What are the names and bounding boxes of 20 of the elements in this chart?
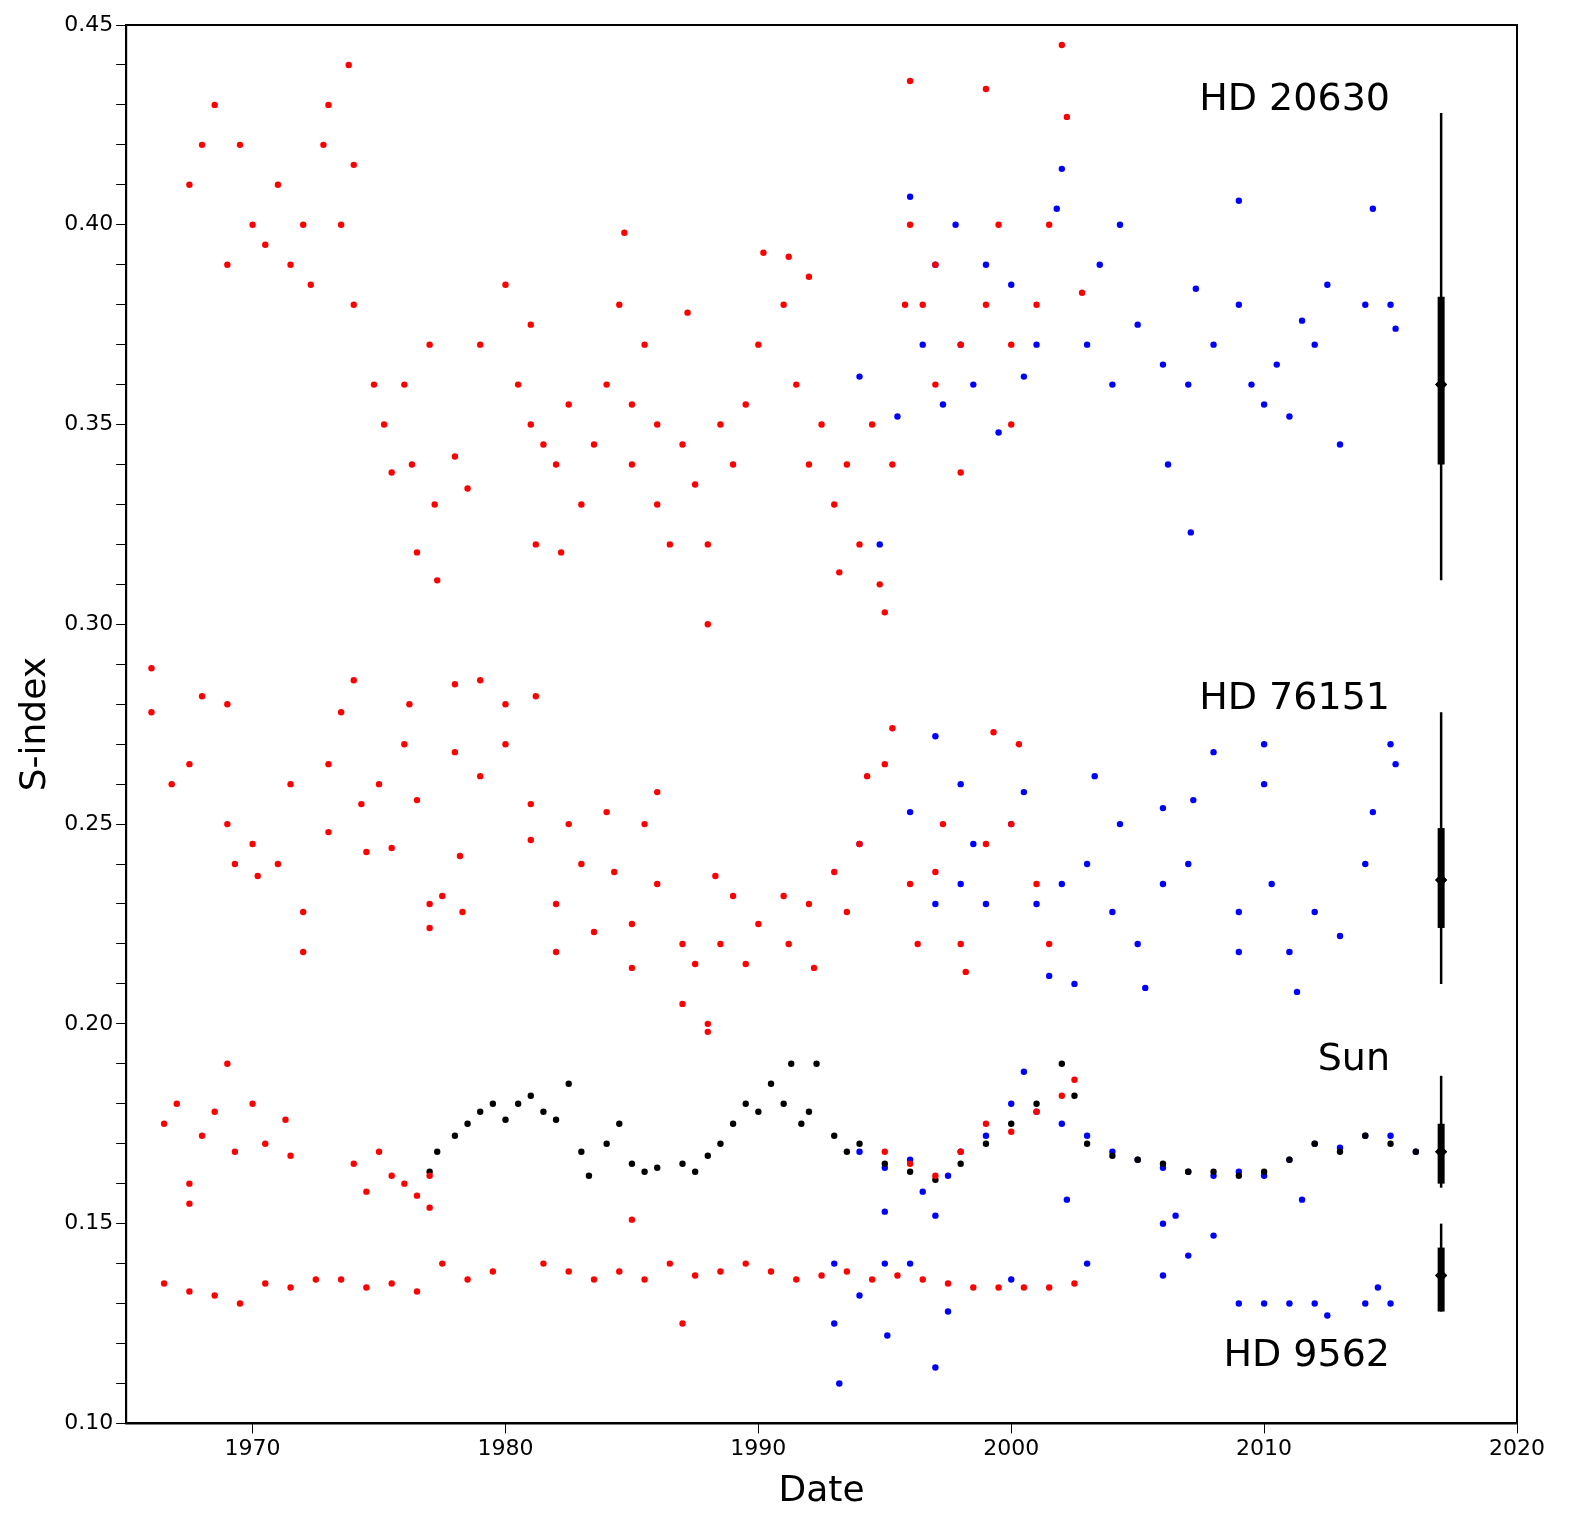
x-tick-label: 2020 [1489,1435,1545,1461]
x-tick-label: 2010 [1236,1435,1293,1461]
y-tick-label: 0.40 [64,210,114,236]
annotation: HD 9562 [1223,1331,1390,1376]
x-axis-title: Date [778,1467,865,1509]
y-tick-label: 0.45 [64,10,114,36]
y-tick-label: 0.20 [64,1009,114,1035]
annotation: Sun [1317,1034,1390,1079]
y-axis-title: S-index [11,657,53,792]
x-tick-label: 1990 [730,1435,787,1461]
y-tick-label: 0.30 [64,610,114,636]
x-tick-label: 2000 [983,1435,1040,1461]
y-tick-label: 0.25 [64,809,114,835]
x-tick-label: 1980 [477,1435,534,1461]
annotation: HD 20630 [1199,75,1390,120]
annotation: HD 76151 [1199,673,1390,718]
x-tick-label: 1970 [224,1435,281,1461]
y-tick-label: 0.35 [64,410,114,436]
y-tick-label: 0.15 [64,1209,114,1235]
y-tick-label: 0.10 [64,1409,114,1435]
